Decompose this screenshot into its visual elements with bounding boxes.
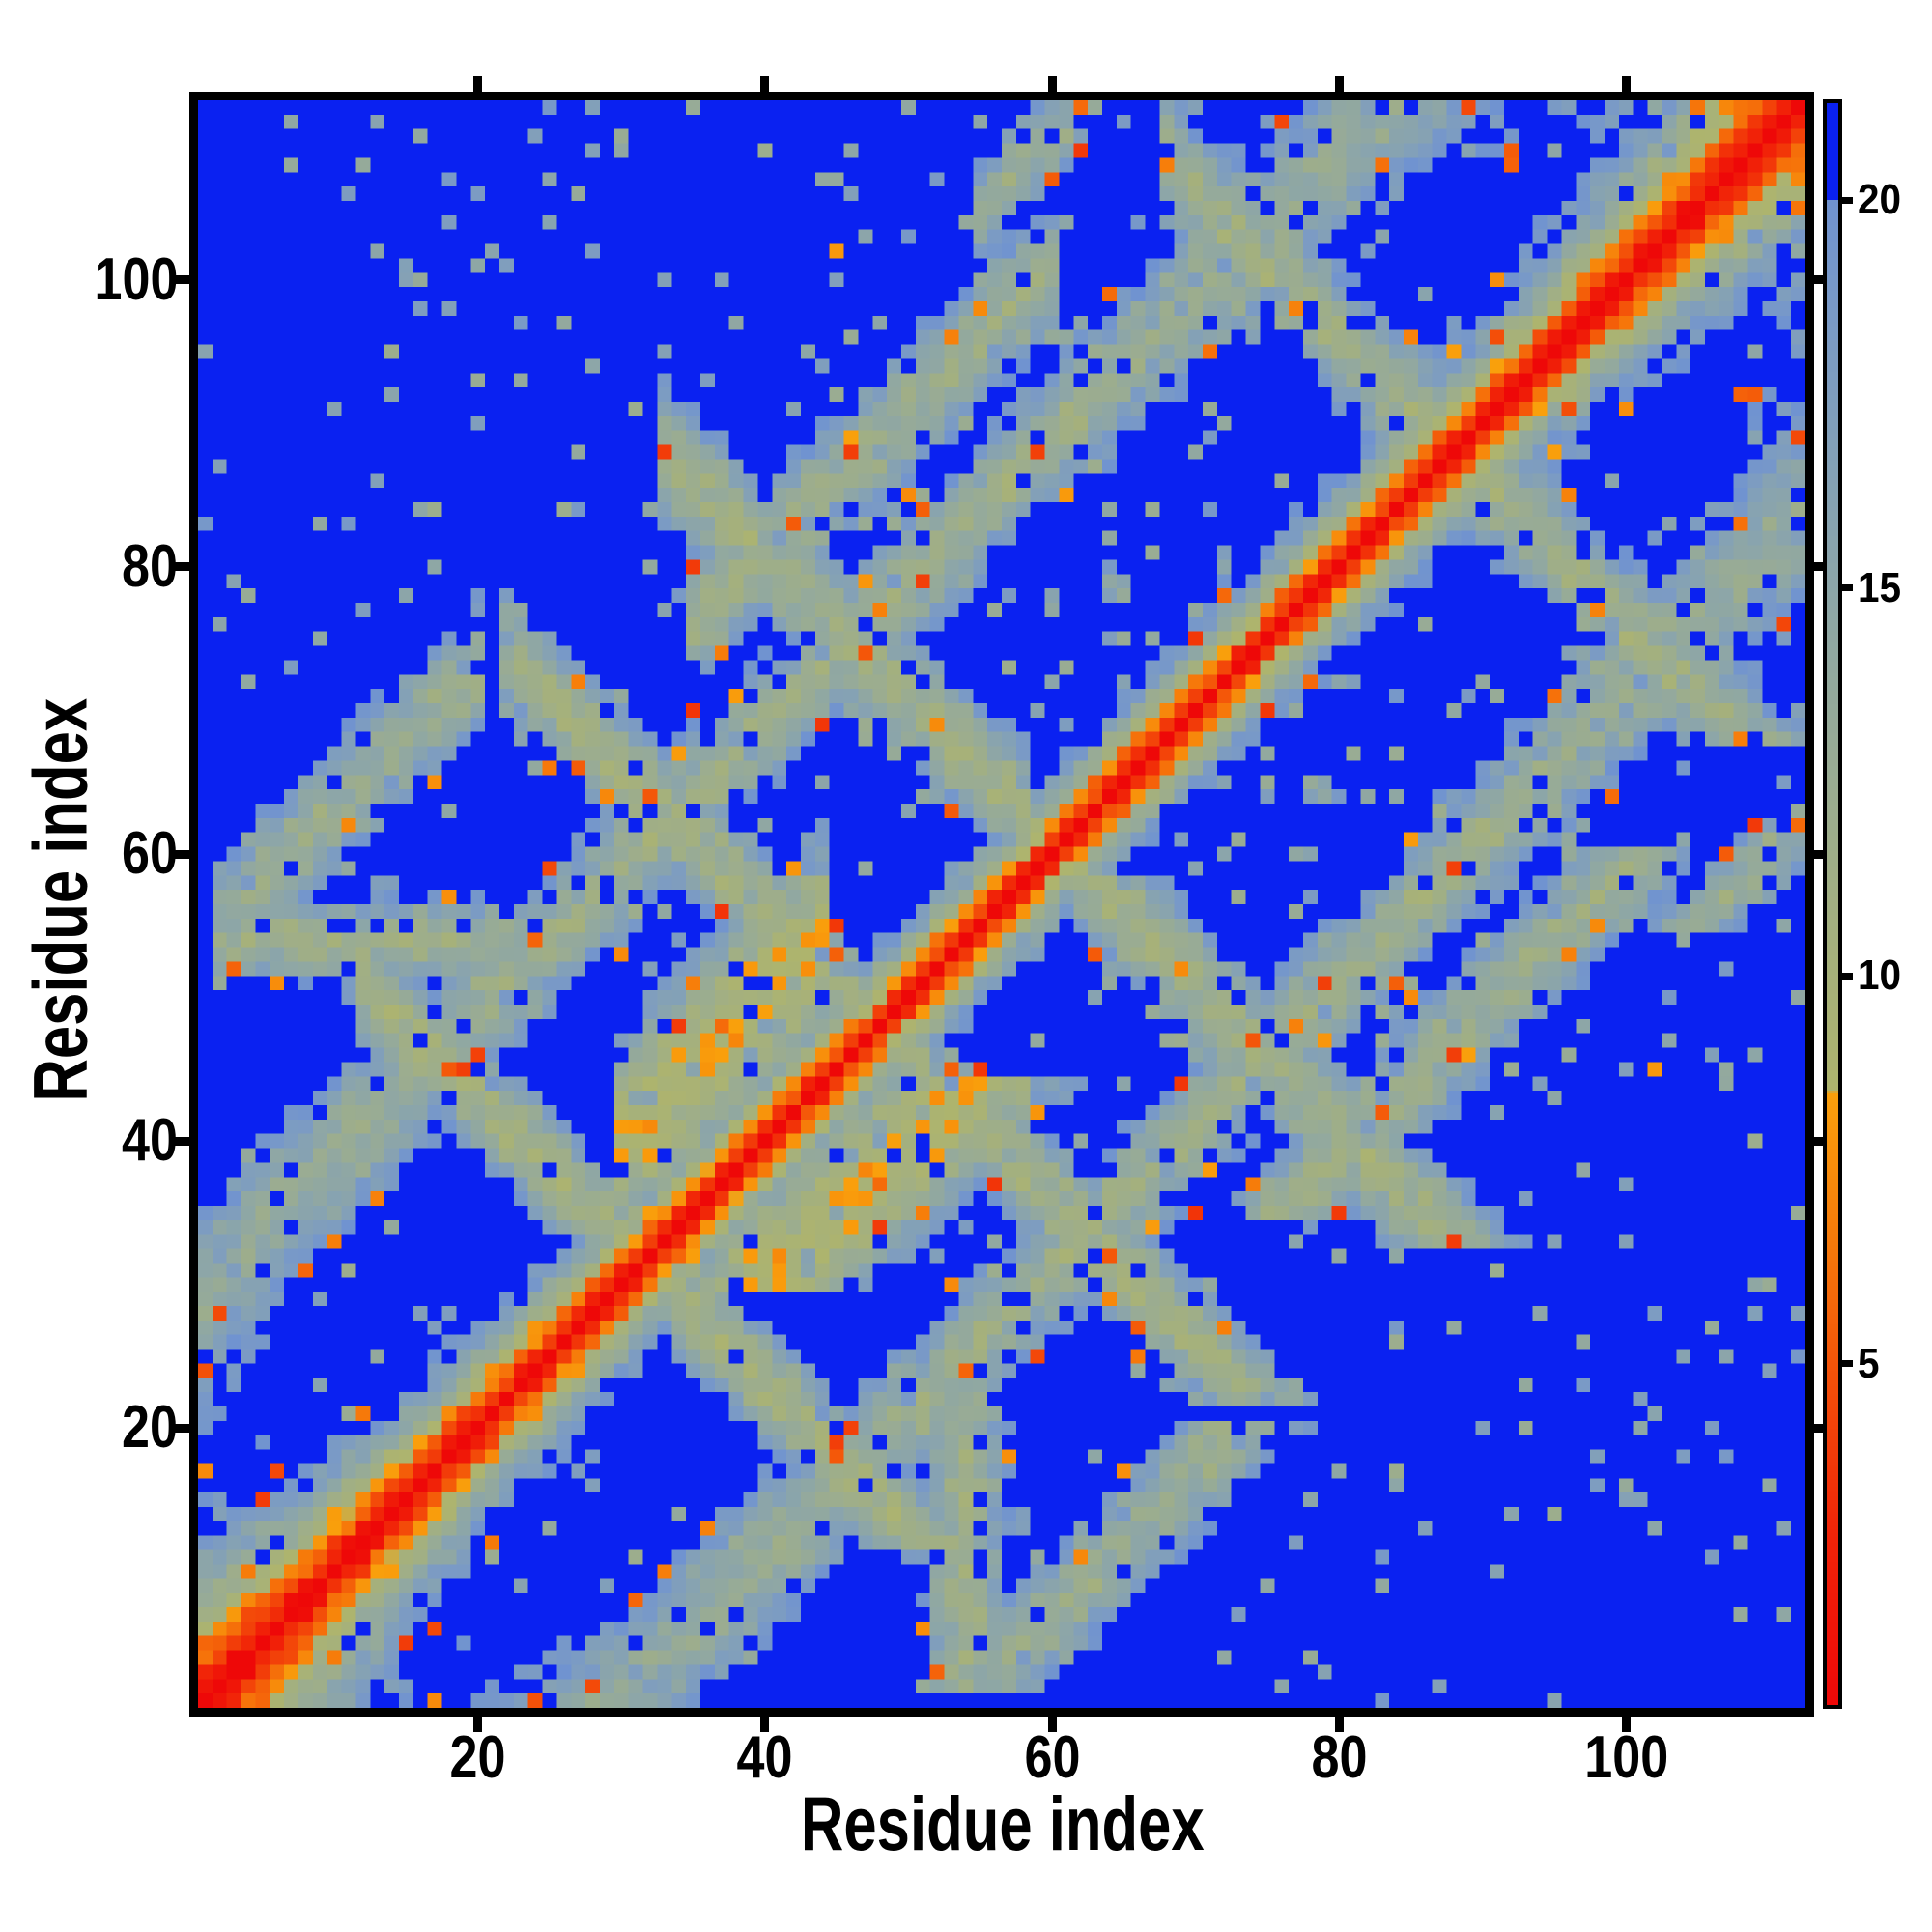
- x-axis-top-tick: [760, 76, 770, 92]
- colorbar-tick: [1842, 196, 1853, 204]
- y-axis-tick: [174, 849, 189, 859]
- colorbar-gradient: [1827, 103, 1838, 1705]
- colorbar-frame: [1823, 99, 1842, 1709]
- x-tick-label: 60: [1024, 1724, 1080, 1791]
- y-axis-right-tick: [1814, 275, 1823, 285]
- y-tick-label: 40: [122, 1107, 178, 1175]
- x-axis-title-text: Residue index: [801, 1780, 1205, 1866]
- x-axis-tick: [1621, 1717, 1631, 1732]
- colorbar-tick: [1842, 1360, 1853, 1368]
- distance-matrix-heatmap: [198, 100, 1805, 1708]
- y-axis-tick: [174, 1423, 189, 1433]
- x-axis-title: Residue index: [0, 1785, 1932, 1861]
- x-axis-tick: [760, 1717, 770, 1732]
- x-tick-label: 100: [1583, 1724, 1668, 1791]
- x-axis-tick: [473, 1717, 483, 1732]
- x-axis-top-tick: [473, 76, 483, 92]
- x-tick-label: 20: [449, 1724, 506, 1791]
- x-tick-label: 40: [736, 1724, 793, 1791]
- y-tick-label: 80: [122, 532, 178, 600]
- y-axis-title: Residue index: [16, 0, 103, 1866]
- colorbar-tick: [1842, 584, 1853, 592]
- x-tick-label: 80: [1311, 1724, 1368, 1791]
- x-axis-top-tick: [1621, 76, 1631, 92]
- y-tick-label: 100: [94, 245, 178, 313]
- y-axis-tick: [174, 1136, 189, 1146]
- x-axis-top-tick: [1047, 76, 1057, 92]
- y-tick-label: 60: [122, 820, 178, 887]
- x-axis-top-tick: [1334, 76, 1344, 92]
- colorbar-tick: [1842, 972, 1853, 980]
- y-tick-label: 20: [122, 1394, 178, 1462]
- x-axis-tick: [1047, 1717, 1057, 1732]
- x-axis-tick: [1334, 1717, 1344, 1732]
- y-axis-right-tick: [1814, 1136, 1823, 1146]
- y-axis-right-tick: [1814, 562, 1823, 572]
- y-axis-title-text: Residue index: [16, 697, 103, 1102]
- colorbar-tick-label: 20: [1858, 176, 1902, 224]
- colorbar-tick-label: 10: [1858, 952, 1902, 1000]
- colorbar-tick-label: 5: [1858, 1339, 1880, 1387]
- y-axis-right-tick: [1814, 849, 1823, 859]
- colorbar-tick-label: 15: [1858, 563, 1902, 611]
- y-axis-tick: [174, 562, 189, 572]
- y-axis-right-tick: [1814, 1423, 1823, 1433]
- y-axis-tick: [174, 275, 189, 285]
